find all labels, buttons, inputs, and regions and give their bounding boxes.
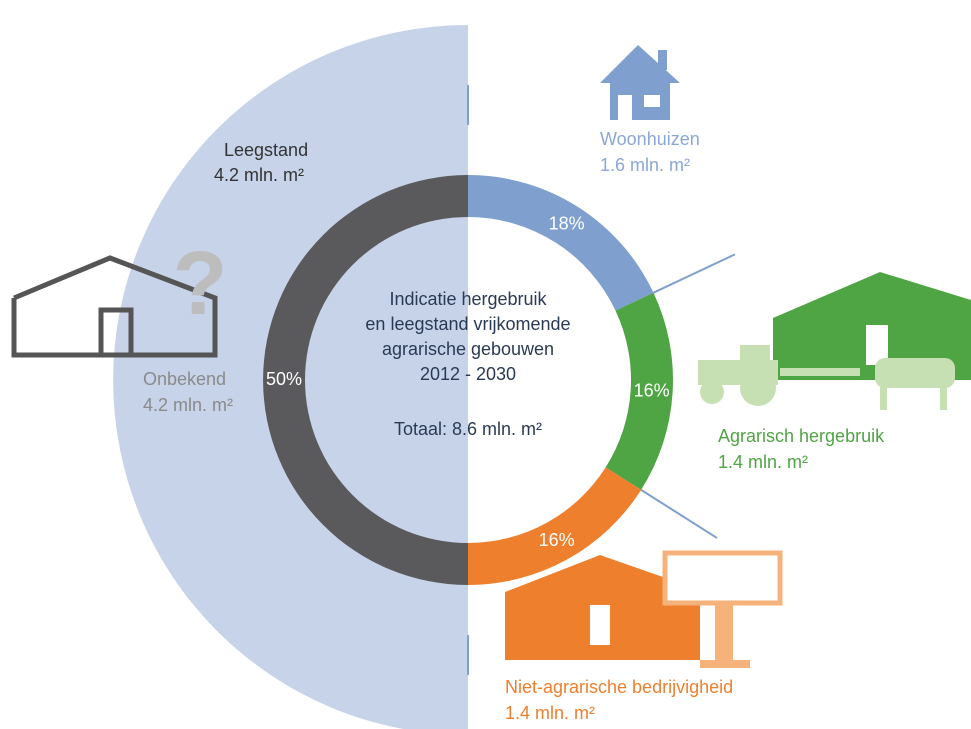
chart-title: 2012 - 2030: [420, 364, 516, 384]
house-icon: [600, 45, 680, 120]
chart-title: agrarische gebouwen: [382, 339, 554, 359]
value-label: 16%: [634, 380, 670, 400]
value-label: 16%: [539, 530, 575, 550]
area-label: 1.4 mln. m²: [505, 703, 595, 723]
category-label: Agrarisch hergebruik: [718, 426, 885, 446]
donut-segment: [468, 175, 654, 311]
leader-line: [653, 253, 736, 294]
category-label: Onbekend: [143, 369, 226, 389]
category-label: Woonhuizen: [600, 129, 700, 149]
area-label: 4.2 mln. m²: [143, 395, 233, 415]
center-text: Indicatie hergebruik en leegstand vrijkom…: [365, 289, 570, 439]
business-icon: [505, 550, 783, 668]
outer-area: 4.2 mln. m²: [214, 165, 304, 185]
chart-title: Indicatie hergebruik: [389, 289, 547, 309]
agri-barn-icon: [698, 272, 971, 410]
area-label: 1.6 mln. m²: [600, 155, 690, 175]
donut-segment: [263, 175, 468, 585]
total-label: Totaal: 8.6 mln. m²: [394, 419, 542, 439]
unknown-barn-icon: [11, 255, 218, 358]
question-mark: ?: [173, 234, 228, 334]
chart-title: en leegstand vrijkomende: [365, 314, 570, 334]
outer-name: Leegstand: [224, 140, 308, 160]
value-label: 18%: [549, 213, 585, 233]
donut-segment: [468, 467, 642, 585]
area-label: 1.4 mln. m²: [718, 452, 808, 472]
leader-line: [640, 489, 718, 539]
category-label: Niet-agrarische bedrijvigheid: [505, 677, 733, 697]
donut-segment: [605, 292, 673, 490]
value-label: 50%: [266, 369, 302, 389]
